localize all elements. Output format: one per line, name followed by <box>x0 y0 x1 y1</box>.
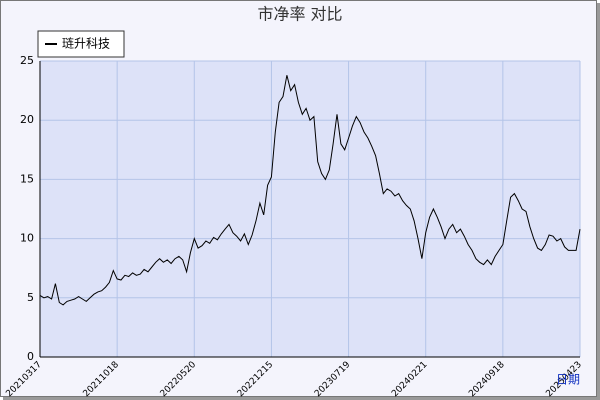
chart-title: 市净率 对比 <box>257 5 342 24</box>
y-tick-label: 25 <box>20 54 34 67</box>
y-tick-label: 10 <box>20 232 34 245</box>
line-series <box>39 75 581 306</box>
y-tick-label: 0 <box>27 350 34 363</box>
shadow <box>597 3 600 400</box>
plot-area <box>40 61 580 357</box>
y-tick-label: 5 <box>27 291 34 304</box>
legend: 琏升科技 <box>37 30 125 58</box>
shadow <box>3 397 600 400</box>
y-tick-label: 15 <box>20 172 34 185</box>
legend-label: 琏升科技 <box>62 37 110 51</box>
y-tick-label: 20 <box>20 113 34 126</box>
x-axis-label: 日期 <box>556 373 580 387</box>
